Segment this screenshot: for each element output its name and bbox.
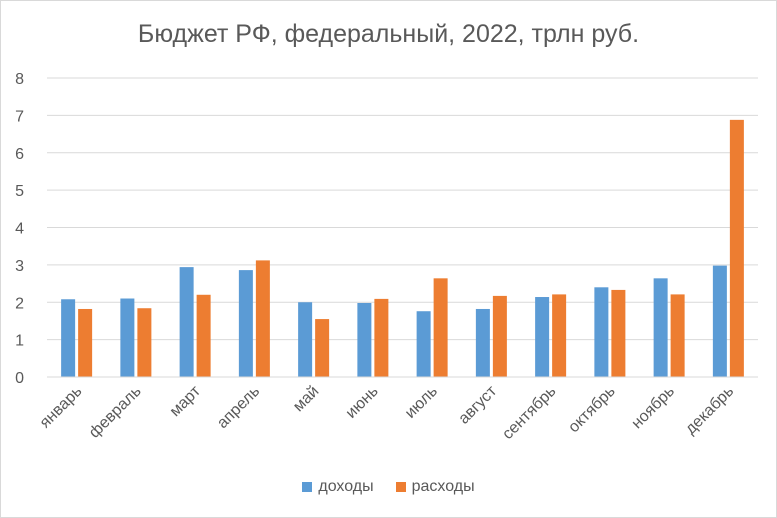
y-tick-label: 0 xyxy=(15,370,24,387)
bar-income-8 xyxy=(535,297,550,377)
x-tick-label: ноябрь xyxy=(629,383,678,432)
bar-expenses-0 xyxy=(78,308,93,377)
x-tick-label: октябрь xyxy=(565,383,618,436)
y-tick-label: 6 xyxy=(15,146,24,163)
legend-item-income: доходы xyxy=(302,478,374,496)
bar-expenses-8 xyxy=(552,294,567,377)
chart-title: Бюджет РФ, федеральный, 2022, трлн руб. xyxy=(137,20,640,48)
bar-expenses-6 xyxy=(433,278,448,377)
legend-label-income: доходы xyxy=(318,478,374,495)
legend-swatch-income xyxy=(302,482,313,492)
bar-income-2 xyxy=(179,267,194,377)
y-tick-label: 1 xyxy=(15,333,24,350)
bar-income-4 xyxy=(298,302,313,377)
legend-label-expenses: расходы xyxy=(411,478,475,495)
x-tick-label: декабрь xyxy=(682,383,737,438)
x-tick-label: апрель xyxy=(214,383,263,432)
x-tick-label: февраль xyxy=(86,383,145,442)
bar-income-1 xyxy=(120,298,135,377)
y-tick-label: 4 xyxy=(15,221,24,238)
legend-swatch-expenses xyxy=(395,482,406,492)
y-tick-label: 3 xyxy=(15,258,24,275)
bar-expenses-3 xyxy=(255,260,270,377)
bar-income-9 xyxy=(594,287,609,377)
bar-expenses-5 xyxy=(374,298,389,377)
x-tick-label: май xyxy=(290,383,322,415)
bar-income-0 xyxy=(61,299,76,377)
bar-income-6 xyxy=(416,311,431,377)
y-tick-label: 5 xyxy=(15,183,24,200)
x-tick-label: сентябрь xyxy=(499,383,559,443)
y-tick-label: 2 xyxy=(15,295,24,312)
bar-income-11 xyxy=(712,265,727,377)
bar-expenses-11 xyxy=(729,119,744,378)
x-tick-label: август xyxy=(455,382,500,427)
y-tick-label: 8 xyxy=(15,71,24,88)
bar-income-7 xyxy=(475,308,490,377)
bar-expenses-10 xyxy=(670,294,685,377)
legend: доходы расходы xyxy=(0,478,777,496)
bar-expenses-9 xyxy=(611,289,626,377)
y-tick-label: 7 xyxy=(15,108,24,125)
bar-expenses-4 xyxy=(315,319,330,377)
bar-income-5 xyxy=(357,302,372,377)
bar-expenses-7 xyxy=(492,295,507,377)
bar-expenses-2 xyxy=(196,294,211,377)
legend-item-expenses: расходы xyxy=(395,478,475,496)
x-tick-label: июнь xyxy=(343,383,382,422)
x-tick-label: март xyxy=(167,382,205,420)
bar-income-10 xyxy=(653,278,668,377)
bar-expenses-1 xyxy=(137,308,152,377)
x-tick-label: январь xyxy=(37,383,86,432)
bar-income-3 xyxy=(238,270,253,377)
x-tick-label: июль xyxy=(402,383,441,422)
